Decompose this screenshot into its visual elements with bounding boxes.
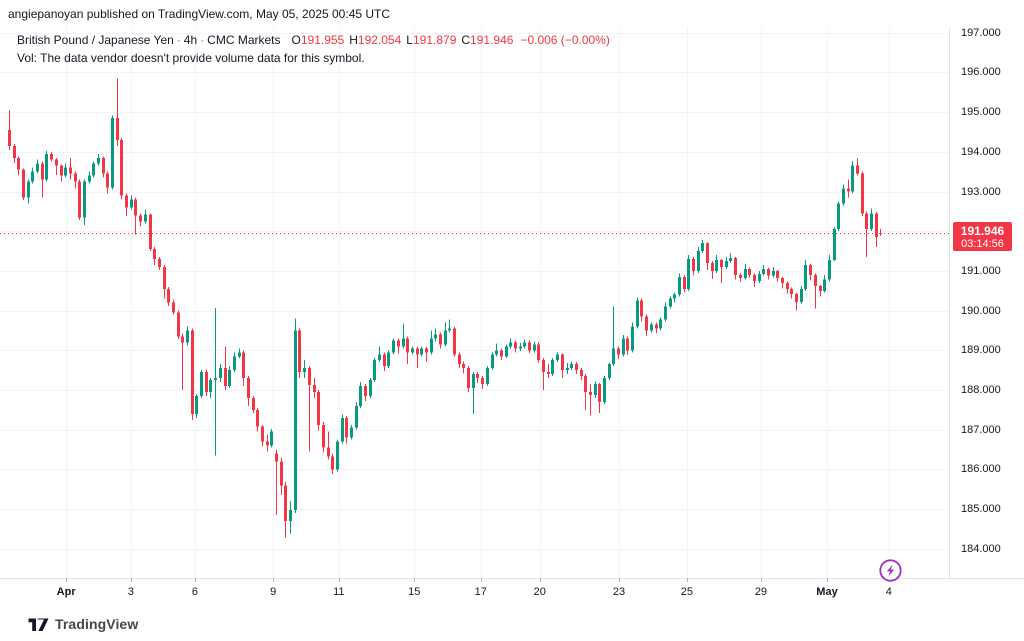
tradingview-logo-icon [28, 618, 49, 631]
close-label: C [461, 33, 471, 47]
exchange-label: CMC Markets [207, 33, 281, 47]
time-axis-label: 17 [474, 586, 487, 598]
price-axis-label: 188.000 [961, 384, 1001, 396]
price-axis-label: 186.000 [961, 463, 1001, 476]
price-axis-label: 196.000 [961, 66, 1001, 79]
price-axis-label: 194.000 [961, 145, 1001, 158]
time-axis-label: May [816, 586, 838, 598]
lightning-button[interactable] [878, 558, 903, 583]
time-axis-label: 25 [680, 586, 694, 598]
close-value: 191.946 [470, 33, 514, 47]
change-value: −0.006 (−0.00%) [520, 33, 610, 47]
time-axis-label: 6 [191, 586, 199, 598]
open-label: O [291, 33, 301, 47]
time-axis-label: 4 [885, 586, 892, 598]
time-axis-label: 9 [270, 586, 277, 598]
time-axis-label: 23 [612, 586, 626, 598]
countdown-timer: 03:14:56 [961, 238, 1004, 250]
tradingview-logo-text: TradingView [55, 616, 139, 632]
volume-note: Vol: The data vendor doesn't provide vol… [17, 51, 365, 65]
publish-header: angiepanoyan published on TradingView.co… [8, 7, 391, 21]
last-price-value: 191.946 [960, 224, 1005, 238]
price-axis-label: 184.000 [961, 542, 1001, 555]
price-axis-label: 185.000 [961, 503, 1001, 516]
legend-separator-2: · [200, 33, 205, 47]
lightning-icon [879, 559, 902, 582]
price-axis-label: 187.000 [961, 423, 1001, 436]
high-label: H [349, 33, 358, 47]
high-value: 192.054 [357, 33, 402, 47]
chart-legend[interactable]: British Pound / Japanese Yen · 4h · CMC Mark… [17, 33, 610, 47]
last-price-label: 191.946 03:14:56 [953, 222, 1012, 251]
interval-label: 4h [183, 33, 198, 47]
legend-separator: · [176, 33, 181, 47]
time-axis-label: 3 [127, 586, 134, 598]
low-label: L [406, 33, 413, 47]
time-axis-label: 11 [333, 586, 345, 598]
price-axis-label: 189.000 [961, 344, 1001, 357]
time-axis-label: Apr [56, 586, 76, 598]
price-axis-label: 193.000 [961, 185, 1001, 198]
price-axis-label: 195.000 [961, 106, 1001, 119]
time-axis-label: 20 [533, 586, 546, 598]
tradingview-attribution[interactable]: TradingView [28, 616, 138, 632]
time-axis-label: 29 [754, 586, 768, 598]
symbol-title: British Pound / Japanese Yen [17, 33, 174, 47]
price-axis-label: 190.000 [961, 304, 1001, 317]
price-axis-label: 197.000 [961, 26, 1001, 39]
price-axis-label: 191.000 [961, 264, 1001, 277]
time-axis-label: 15 [408, 586, 421, 598]
low-value: 191.879 [412, 33, 457, 47]
open-value: 191.955 [300, 33, 345, 47]
